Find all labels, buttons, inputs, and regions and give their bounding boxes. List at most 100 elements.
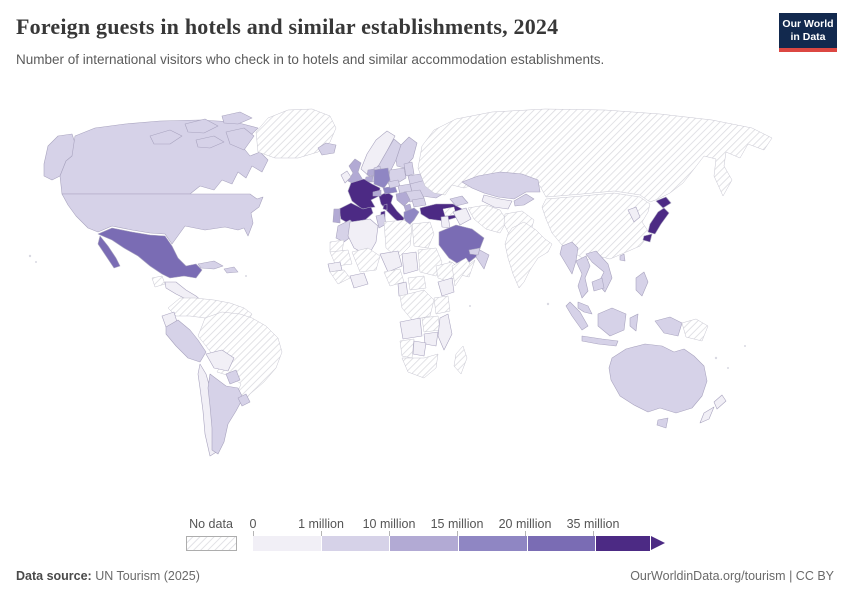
region-caucasus[interactable] — [449, 195, 469, 207]
region-mexico[interactable] — [97, 235, 121, 269]
region-mozambique[interactable] — [437, 313, 453, 351]
region-vietnam-laos[interactable] — [585, 250, 613, 293]
region-new-zealand[interactable] — [699, 406, 715, 424]
region-chad[interactable] — [401, 251, 419, 275]
region-germany[interactable] — [373, 167, 391, 189]
region-uae[interactable] — [468, 247, 481, 256]
region-france[interactable] — [347, 178, 381, 210]
region-indonesia[interactable] — [629, 313, 639, 332]
region-taiwan[interactable] — [619, 253, 626, 262]
region-philippines[interactable] — [635, 271, 649, 297]
region-indonesia[interactable] — [565, 301, 589, 331]
region-united-states[interactable] — [61, 193, 264, 245]
region-croatia-balkans[interactable] — [395, 191, 411, 207]
region-algeria[interactable] — [347, 218, 379, 257]
region-central-african-republic[interactable] — [407, 275, 427, 291]
region-korea[interactable] — [627, 206, 641, 223]
license-label: CC BY — [795, 569, 834, 583]
region-mali[interactable] — [351, 247, 381, 273]
region-south-africa[interactable] — [401, 353, 439, 379]
region-egypt[interactable] — [411, 221, 435, 249]
region-canada-arctic[interactable] — [149, 129, 183, 145]
region-japan[interactable] — [647, 207, 670, 235]
legend-segment-2[interactable] — [390, 536, 459, 551]
region-japan[interactable] — [655, 196, 672, 209]
region-kazakhstan[interactable] — [461, 171, 541, 200]
owid-url-link[interactable]: OurWorldinData.org/tourism — [630, 569, 786, 583]
region-botswana[interactable] — [412, 340, 427, 357]
region-switzerland[interactable] — [372, 189, 382, 197]
region-italy[interactable] — [382, 203, 388, 211]
region-argentina[interactable] — [207, 373, 244, 455]
region-paraguay[interactable] — [225, 369, 241, 385]
region-greenland[interactable] — [255, 108, 337, 159]
owid-logo[interactable]: Our World in Data — [779, 13, 837, 53]
region-finland[interactable] — [395, 136, 418, 169]
data-source-value: UN Tourism (2025) — [91, 569, 200, 583]
region-indonesia[interactable] — [581, 335, 619, 347]
legend-segment-4[interactable] — [527, 536, 597, 551]
region-angola[interactable] — [399, 317, 423, 340]
region-namibia[interactable] — [399, 338, 415, 359]
owid-logo-line1: Our World — [782, 18, 834, 30]
region-mauritania[interactable] — [329, 249, 353, 267]
region-canada-arctic[interactable] — [221, 111, 253, 125]
region-netherlands[interactable] — [366, 168, 375, 177]
region-zambia[interactable] — [421, 315, 441, 333]
region-peru[interactable] — [165, 319, 207, 363]
region-nigeria[interactable] — [383, 268, 405, 287]
region-uzbekistan-turkmenistan[interactable] — [481, 194, 513, 210]
region-tanzania[interactable] — [433, 295, 451, 315]
region-dr-congo[interactable] — [399, 289, 435, 321]
region-canada-arctic[interactable] — [225, 127, 255, 151]
region-myanmar[interactable] — [559, 241, 579, 275]
region-hispaniola[interactable] — [223, 266, 239, 274]
legend-segment-3[interactable] — [458, 536, 528, 551]
region-cuba[interactable] — [197, 260, 224, 270]
region-portugal[interactable] — [332, 208, 341, 224]
region-china-mongolia[interactable] — [541, 192, 651, 261]
region-bulgaria[interactable] — [411, 197, 427, 208]
region-madagascar[interactable] — [453, 345, 468, 375]
region-uruguay[interactable] — [237, 393, 251, 407]
region-tasmania[interactable] — [656, 417, 669, 429]
region-west-papua[interactable] — [654, 316, 683, 337]
region-iran[interactable] — [467, 204, 508, 234]
region-spain[interactable] — [338, 202, 374, 226]
legend-segment-1[interactable] — [321, 536, 391, 551]
region-malaysia[interactable] — [577, 301, 593, 315]
region-bolivia[interactable] — [205, 349, 235, 372]
region-ireland[interactable] — [340, 170, 352, 184]
legend-segment-0[interactable] — [253, 536, 322, 551]
region-guinea[interactable] — [329, 269, 351, 285]
region-cambodia[interactable] — [591, 277, 605, 292]
region-ghana-ivory-coast[interactable] — [349, 272, 369, 289]
region-mexico[interactable] — [97, 227, 203, 279]
region-indonesia[interactable] — [597, 307, 627, 337]
region-iceland[interactable] — [317, 142, 337, 156]
region-canada-arctic[interactable] — [184, 118, 219, 134]
region-canada-arctic[interactable] — [195, 135, 225, 149]
legend-no-data-swatch[interactable] — [186, 536, 237, 551]
region-india[interactable] — [504, 221, 553, 289]
region-niger[interactable] — [379, 250, 403, 273]
region-iraq[interactable] — [452, 207, 472, 226]
region-senegal[interactable] — [327, 261, 343, 273]
region-western-sahara[interactable] — [329, 239, 345, 253]
region-guatemala[interactable] — [151, 275, 166, 288]
region-new-zealand[interactable] — [713, 394, 727, 410]
region-australia[interactable] — [608, 343, 708, 414]
region-kenya[interactable] — [437, 277, 455, 297]
region-cameroon[interactable] — [397, 281, 409, 297]
region-baltics[interactable] — [403, 161, 415, 177]
region-kyrgyzstan-tajikistan[interactable] — [513, 193, 535, 207]
legend-segment-5[interactable] — [596, 536, 651, 551]
region-russia[interactable] — [417, 108, 773, 203]
region-papua-new-guinea[interactable] — [681, 318, 709, 342]
region-japan[interactable] — [642, 233, 653, 243]
region-somalia[interactable] — [451, 257, 471, 287]
region-thailand[interactable] — [575, 255, 591, 299]
region-zimbabwe[interactable] — [423, 331, 439, 347]
region-greece[interactable] — [403, 207, 420, 227]
region-libya[interactable] — [383, 219, 413, 259]
